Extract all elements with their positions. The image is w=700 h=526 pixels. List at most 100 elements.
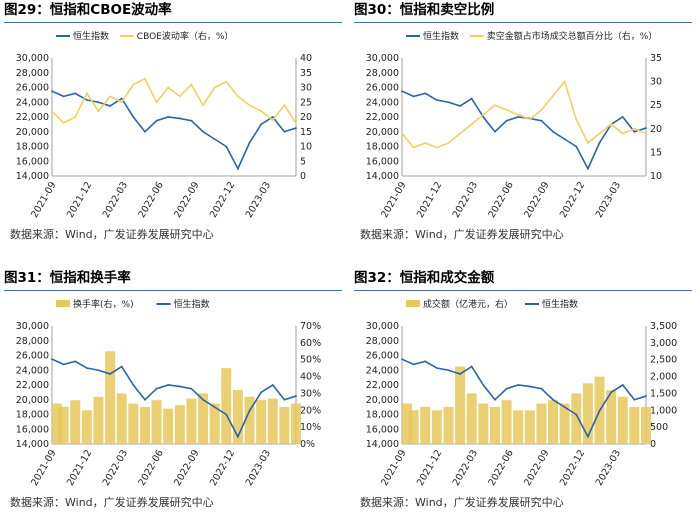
x-tick-label: 2022-03 — [101, 180, 130, 220]
data-point — [575, 145, 578, 148]
y-tick-label-left: 14,000 — [366, 439, 399, 450]
bar — [52, 403, 62, 444]
data-point — [97, 110, 100, 112]
data-point — [447, 369, 450, 372]
data-point — [295, 395, 297, 397]
y-tick-label-right: 2,500 — [650, 355, 677, 366]
data-point — [260, 123, 263, 126]
data-point — [283, 104, 286, 107]
data-point — [190, 387, 193, 390]
y-tick-label-right: 10% — [300, 422, 321, 433]
y-tick-label-left: 26,000 — [366, 83, 399, 94]
y-tick-label-left: 30,000 — [16, 53, 49, 64]
data-point — [528, 385, 531, 388]
data-point — [412, 95, 415, 98]
bar — [489, 406, 500, 444]
x-tick-label: 2022-06 — [486, 448, 515, 488]
data-point — [610, 123, 613, 125]
y-tick-label-right: 0 — [300, 171, 306, 182]
series-line — [401, 358, 647, 439]
bar — [501, 400, 512, 444]
y-tick-label-right: 20% — [300, 405, 321, 416]
data-point — [132, 384, 135, 386]
data-point — [132, 116, 135, 118]
data-point — [424, 360, 427, 363]
bar — [279, 406, 290, 444]
y-tick-label-left: 22,000 — [16, 112, 49, 123]
bar — [420, 406, 431, 444]
x-tick-label: 2022-12 — [208, 448, 237, 488]
data-point — [74, 116, 77, 118]
data-point — [621, 384, 624, 386]
x-tick-label: 2023-03 — [244, 180, 273, 220]
x-tick-label: 2022-09 — [522, 180, 551, 220]
data-point — [85, 367, 88, 369]
x-tick-label: 2022-06 — [136, 180, 165, 220]
data-point — [412, 363, 415, 366]
data-point — [190, 119, 193, 122]
bar — [267, 398, 278, 444]
data-point — [178, 95, 181, 98]
y-tick-label-right: 2,000 — [650, 372, 677, 383]
data-point — [424, 142, 427, 144]
data-point — [202, 398, 204, 401]
chart-svg: 14,000 16,000 18,000 20,000 22,000 24,000 26,0… — [16, 30, 312, 220]
x-tick-label: 2022-12 — [208, 180, 237, 220]
y-tick-label-left: 24,000 — [366, 97, 399, 108]
data-point — [120, 101, 123, 104]
data-point — [470, 123, 473, 125]
bar — [606, 390, 617, 444]
bar — [524, 410, 535, 444]
data-point — [470, 97, 473, 100]
y-tick-label-left: 18,000 — [366, 410, 399, 421]
chart-panel-32: 图32：恒指和成交金额 14,000 16,000 18,000 20,000 22,0… — [350, 268, 700, 526]
bar — [163, 408, 174, 444]
bar — [443, 406, 454, 444]
data-point — [271, 384, 274, 386]
chart-title: 图32：恒指和成交金额 — [354, 268, 692, 291]
data-point — [459, 132, 461, 135]
y-tick-label-left: 28,000 — [366, 336, 399, 347]
data-point — [517, 113, 520, 116]
data-point — [62, 122, 65, 124]
chart-source: 数据来源：Wind，广发证券发展研究中心 — [10, 228, 214, 241]
bar — [256, 400, 267, 444]
data-point — [144, 77, 146, 80]
y-tick-label-right: 500 — [650, 422, 668, 433]
x-tick-label: 2021-12 — [415, 448, 444, 488]
bar — [221, 368, 232, 444]
y-tick-label-left: 24,000 — [366, 365, 399, 376]
data-point — [202, 130, 204, 133]
x-tick-label: 2021-09 — [379, 180, 408, 220]
legend-label: 恒生指数 — [542, 298, 578, 310]
y-tick-label-right: 35 — [300, 68, 312, 79]
bar — [93, 396, 104, 444]
data-point — [283, 398, 286, 401]
data-point — [470, 365, 473, 368]
data-point — [51, 358, 53, 361]
y-tick-label-left: 20,000 — [16, 395, 49, 406]
x-tick-label: 2021-12 — [65, 180, 94, 220]
y-tick-label-right: 25 — [300, 97, 312, 108]
x-tick-label: 2022-12 — [558, 180, 587, 220]
y-tick-label-left: 30,000 — [366, 321, 399, 332]
x-tick-label: 2021-12 — [415, 180, 444, 220]
data-point — [598, 409, 601, 412]
legend-label: 成交额（亿港元，右） — [423, 298, 513, 310]
y-tick-label-right: 40% — [300, 372, 321, 383]
data-point — [401, 358, 403, 361]
y-tick-label-right: 20 — [650, 124, 662, 135]
y-tick-label-right: 3,500 — [650, 321, 677, 332]
y-tick-label-left: 16,000 — [16, 156, 49, 167]
data-point — [248, 141, 251, 144]
data-point — [435, 99, 438, 101]
bar — [105, 351, 116, 444]
data-point — [144, 130, 146, 133]
y-tick-label-left: 22,000 — [366, 112, 399, 123]
y-tick-label-left: 24,000 — [16, 97, 49, 108]
y-tick-label-right: 60% — [300, 338, 321, 349]
data-point — [62, 363, 65, 366]
data-point — [447, 142, 450, 144]
y-tick-label-left: 28,000 — [366, 68, 399, 79]
data-point — [109, 373, 111, 375]
